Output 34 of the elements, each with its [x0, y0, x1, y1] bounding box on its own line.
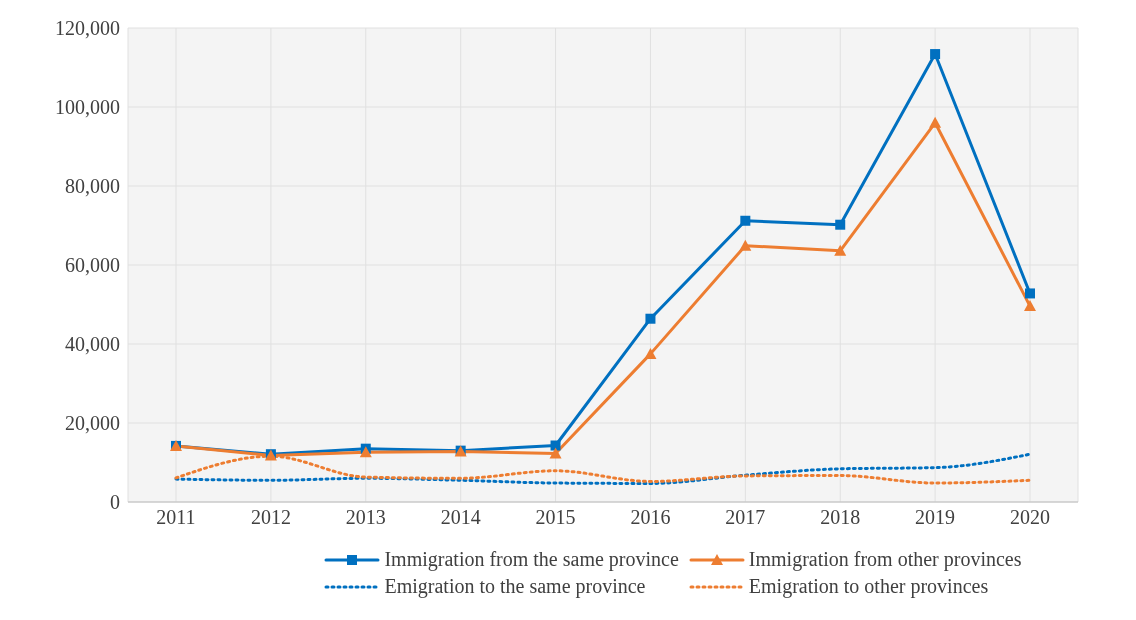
point — [359, 446, 372, 458]
point — [1025, 288, 1035, 299]
point — [739, 239, 752, 251]
legend-label: Emigration to the same province — [384, 575, 646, 598]
point — [834, 244, 847, 256]
point — [550, 440, 561, 451]
x-tick-label: 2013 — [345, 506, 386, 529]
point — [740, 215, 751, 226]
point — [835, 219, 846, 230]
y-tick-label: 20,000 — [65, 412, 120, 435]
x-tick-label: 2019 — [915, 506, 956, 529]
point — [929, 116, 942, 128]
legend-label: Emigration to other provinces — [748, 575, 989, 598]
x-tick-label: 2014 — [440, 506, 481, 529]
y-tick-label: 120,000 — [55, 17, 120, 40]
x-tick-label: 2011 — [156, 506, 196, 529]
x-tick-label: 2015 — [535, 506, 576, 529]
point — [930, 49, 941, 60]
point — [644, 347, 657, 359]
legend-label: Immigration from other provinces — [748, 548, 1022, 571]
x-tick-label: 2020 — [1010, 506, 1050, 529]
y-tick-label: 100,000 — [55, 96, 120, 119]
x-tick-label: 2012 — [250, 506, 291, 529]
x-tick-label: 2017 — [725, 506, 766, 529]
y-tick-label: 60,000 — [65, 254, 120, 277]
point — [645, 313, 656, 324]
point — [549, 447, 562, 459]
y-tick-label: 0 — [110, 491, 120, 514]
x-tick-label: 2016 — [630, 506, 671, 529]
x-tick-label: 2018 — [820, 506, 861, 529]
legend-label: Immigration from the same province — [384, 548, 679, 571]
y-tick-label: 40,000 — [65, 333, 120, 356]
y-tick-label: 80,000 — [65, 175, 120, 198]
point — [1024, 300, 1036, 312]
